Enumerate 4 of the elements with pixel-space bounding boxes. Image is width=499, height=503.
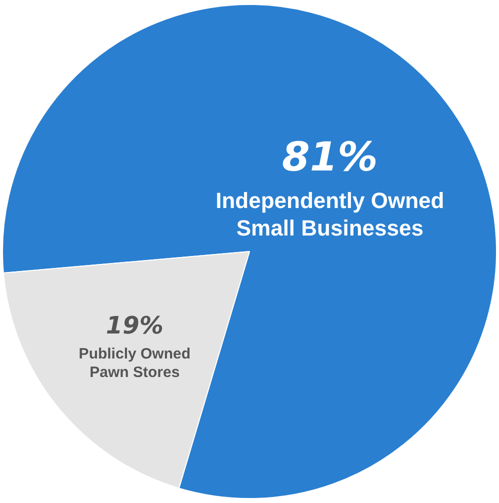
data-label: 19% xyxy=(106,311,164,340)
data-label: 81% xyxy=(282,134,378,180)
slice-label: Independently Owned Small Businesses xyxy=(216,188,444,240)
slice-label: Publicly Owned Pawn Stores xyxy=(78,345,190,382)
